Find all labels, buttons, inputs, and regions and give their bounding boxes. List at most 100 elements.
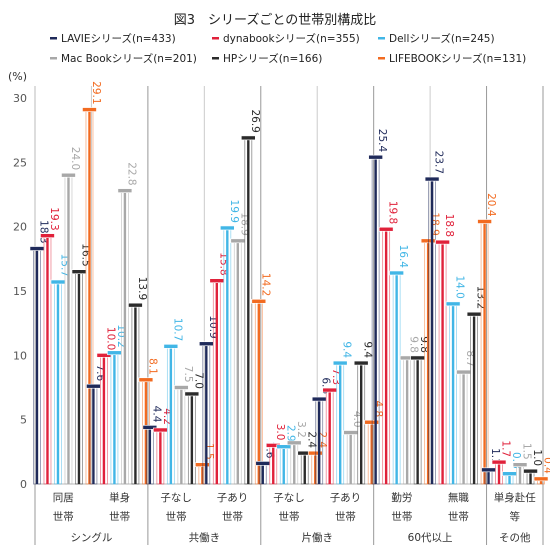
x-tick-label: 等 xyxy=(510,510,521,523)
legend-entry: dynabookシリーズ(n=355) xyxy=(223,32,360,45)
bar-value-label: 1.5 xyxy=(521,443,533,460)
bar: 18.8 xyxy=(435,214,455,485)
bar-value-label: 14.2 xyxy=(259,273,271,296)
legend-entry: Mac Bookシリーズ(n=201) xyxy=(61,52,197,65)
bar: 18.9 xyxy=(230,212,250,485)
bar-value-label: 19.3 xyxy=(48,207,60,230)
bar: 9.4 xyxy=(353,341,374,485)
y-tick-label: 30 xyxy=(13,92,27,105)
bar: 14.2 xyxy=(251,273,271,485)
bar-value-label: 19.8 xyxy=(387,201,399,224)
bar: 10.7 xyxy=(163,318,183,485)
bar-value-label: 2.9 xyxy=(284,425,296,442)
legend-swatch xyxy=(378,57,385,60)
x-tick-label: 世帯 xyxy=(53,510,74,523)
x-tick-label: 単身赴任 xyxy=(494,491,536,504)
bar: 14.0 xyxy=(445,275,466,485)
x-tick-label: 世帯 xyxy=(448,510,469,523)
category-separators xyxy=(34,86,544,545)
bar-value-label: 9.4 xyxy=(362,341,374,358)
bar-value-label: 22.8 xyxy=(125,162,137,185)
bar: 26.9 xyxy=(241,109,261,485)
bar: 29.1 xyxy=(82,81,102,485)
x-tick-label: 世帯 xyxy=(279,510,300,523)
bar-value-label: 18.9 xyxy=(429,212,441,235)
bar: 7.3 xyxy=(322,368,342,485)
bar: 15.8 xyxy=(209,252,229,485)
bar-value-label: 14.0 xyxy=(454,275,466,298)
bar-value-label: 4.4 xyxy=(150,406,162,423)
bar: 3.2 xyxy=(286,421,307,485)
legend-entry: LIFEBOOKシリーズ(n=131) xyxy=(389,52,526,65)
bar: 19.3 xyxy=(40,207,60,485)
bar-value-label: 29.1 xyxy=(90,81,102,104)
legend-swatch xyxy=(50,37,57,40)
bar-value-label: 9.8 xyxy=(408,336,420,353)
bar-value-label: 25.4 xyxy=(376,129,388,153)
legend-swatch xyxy=(50,57,57,60)
bar-value-label: 10.0 xyxy=(104,327,116,350)
y-tick-label: 20 xyxy=(13,221,27,234)
bar-value-label: 24.0 xyxy=(69,147,81,170)
bar: 2.4 xyxy=(297,431,317,485)
x-tick-label: 単身 xyxy=(109,491,130,504)
bar-value-label: 2.4 xyxy=(305,431,317,448)
bar: 4.4 xyxy=(142,406,162,485)
y-axis: 0 5 10 15 20 25 30 xyxy=(13,86,543,491)
bar-value-label: 23.7 xyxy=(433,151,445,174)
bar: 0.4 xyxy=(533,457,550,485)
y-tick-label: 0 xyxy=(20,478,27,491)
legend-entry: Dellシリーズ(n=245) xyxy=(389,32,495,45)
bar-value-label: 0.4 xyxy=(542,457,550,474)
y-tick-label: 5 xyxy=(20,414,27,427)
bar: 24.0 xyxy=(61,147,81,485)
bar-value-label: 1.0 xyxy=(531,449,543,466)
bar: 10.0 xyxy=(96,327,116,485)
bar-value-label: 9.4 xyxy=(341,341,353,358)
bar-value-label: 20.4 xyxy=(485,193,497,217)
bar-value-label: 3.0 xyxy=(274,424,286,441)
legend-entry: LAVIEシリーズ(n=433) xyxy=(61,32,176,45)
bar: 19.8 xyxy=(378,201,399,485)
x-tick-label: 無職 xyxy=(448,491,469,504)
bar: 25.4 xyxy=(368,129,388,485)
bar: 3.0 xyxy=(265,424,286,485)
x-tick-label: 世帯 xyxy=(391,510,412,523)
group-label: シングル xyxy=(70,531,112,544)
group-label: その他 xyxy=(499,531,531,544)
y-tick-label: 15 xyxy=(13,285,27,298)
bar-value-label: 8.1 xyxy=(146,358,158,375)
x-tick-label: 子あり xyxy=(330,492,362,504)
bar-value-label: 3.2 xyxy=(295,421,307,438)
bar: 9.4 xyxy=(332,341,353,485)
legend-swatch xyxy=(212,57,219,60)
bar-value-label: 7.0 xyxy=(192,372,204,389)
x-tick-label: 世帯 xyxy=(166,510,187,523)
group-label: 60代以上 xyxy=(408,532,453,544)
y-axis-label: (%) xyxy=(8,70,27,83)
group-label: 片働き xyxy=(301,531,333,544)
bar-value-label: 7.5 xyxy=(182,366,194,383)
bar: 23.7 xyxy=(424,151,445,485)
x-tick-label: 同居 xyxy=(53,492,74,504)
bar-value-label: 18.8 xyxy=(443,214,455,237)
legend-entry: HPシリーズ(n=166) xyxy=(223,52,322,65)
bar: 16.4 xyxy=(389,245,409,485)
x-tick-label: 子なし xyxy=(160,492,192,504)
legend-swatch xyxy=(378,37,385,40)
bar: 22.8 xyxy=(117,162,137,485)
chart-title: 図3 シリーズごとの世帯別構成比 xyxy=(174,12,377,28)
bar: 1.5 xyxy=(512,443,533,485)
bar: 7.0 xyxy=(184,372,204,485)
x-tick-label: 世帯 xyxy=(335,510,356,523)
group-label: 共働き xyxy=(189,531,221,544)
bar: 1.0 xyxy=(523,449,543,485)
bar-value-label: 13.9 xyxy=(136,277,148,300)
bars: 18.319.315.724.016.529.17.610.010.222.81… xyxy=(29,81,550,485)
legend-swatch xyxy=(212,37,219,40)
bar: 9.8 xyxy=(399,336,420,485)
y-tick-label: 10 xyxy=(13,349,27,362)
bar: 19.9 xyxy=(220,200,240,485)
